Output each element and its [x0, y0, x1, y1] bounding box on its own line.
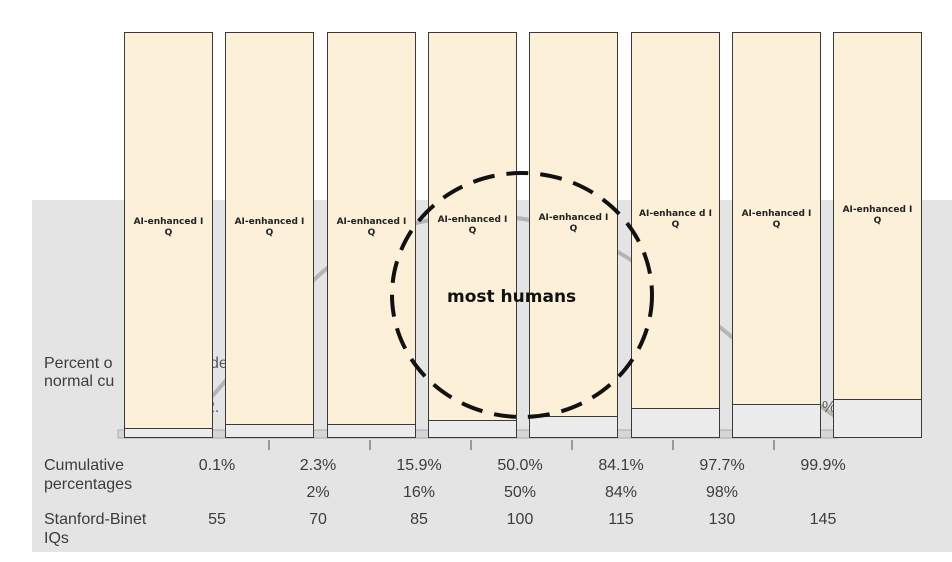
row-value: 16%: [402, 484, 436, 501]
bar-level: [328, 424, 415, 437]
bar-label: AI-enhanced IQ: [133, 217, 204, 238]
row-value: 50%: [503, 484, 537, 501]
row-value: 84%: [604, 484, 638, 501]
percent-row-label-tail: de: [210, 355, 228, 372]
bar-label: AI-enhanced IQ: [336, 217, 407, 238]
axis-tick: [369, 440, 371, 450]
bar-level: [125, 428, 212, 437]
bar-level: [733, 404, 820, 437]
bar-label: AI-enhanced IQ: [842, 205, 913, 226]
stanford-row-label: Stanford-Binet IQs: [44, 511, 147, 547]
bar-label: AI-enhanced IQ: [234, 217, 305, 238]
row-value: 99.9%: [800, 457, 846, 474]
bar-level: [530, 416, 617, 437]
row-value: 84.1%: [598, 457, 644, 474]
row-value: 97.7%: [699, 457, 745, 474]
bar-level: [834, 399, 921, 437]
ai-enhanced-bar: AI-enhanced IQ: [833, 32, 922, 438]
row-value: 70: [309, 511, 327, 528]
ai-enhanced-bar: AI-enhanced IQ: [732, 32, 821, 438]
bar-level: [632, 408, 719, 437]
row-value: 100: [506, 511, 534, 528]
ai-enhanced-bar: AI-enhanced IQ: [225, 32, 314, 438]
axis-tick: [268, 440, 270, 450]
row-value: 115: [608, 511, 634, 528]
bar-label: AI-enhanced IQ: [437, 215, 508, 236]
row-value: 2.3%: [299, 457, 337, 474]
row-value: 2%: [306, 484, 330, 501]
bar-level: [429, 420, 516, 437]
ai-enhanced-bar: AI-enhanced IQ: [327, 32, 416, 438]
bar-label: AI-enhance d IQ: [639, 209, 712, 230]
bar-label: AI-enhanced IQ: [741, 209, 812, 230]
ai-enhanced-bar: AI-enhance d IQ: [631, 32, 720, 438]
cumulative-row-label: Cumulative percentages: [44, 457, 133, 493]
axis-tick: [773, 440, 775, 450]
row-value: 145: [809, 511, 837, 528]
bar-label: AI-enhanced IQ: [538, 213, 609, 234]
most-humans-label: most humans: [447, 287, 577, 307]
axis-tick: [470, 440, 472, 450]
ai-enhanced-bar: AI-enhanced IQ: [428, 32, 517, 438]
percent-row-label-line1: Percent o: [44, 355, 113, 372]
row-value: 130: [708, 511, 736, 528]
percent-fragment-right: %: [822, 399, 837, 416]
percent-row-label-line2: normal cu: [44, 373, 115, 390]
row-value: 98%: [705, 484, 739, 501]
row-value: 85: [410, 511, 428, 528]
row-value: 0.1%: [198, 457, 236, 474]
row-value: 55: [208, 511, 226, 528]
axis-tick: [672, 440, 674, 450]
axis-tick: [571, 440, 573, 450]
ai-enhanced-bar: AI-enhanced IQ: [124, 32, 213, 438]
ai-enhanced-bar: AI-enhanced IQ: [529, 32, 618, 438]
row-value: 15.9%: [396, 457, 442, 474]
bar-level: [226, 424, 313, 437]
row-value: 50.0%: [497, 457, 543, 474]
